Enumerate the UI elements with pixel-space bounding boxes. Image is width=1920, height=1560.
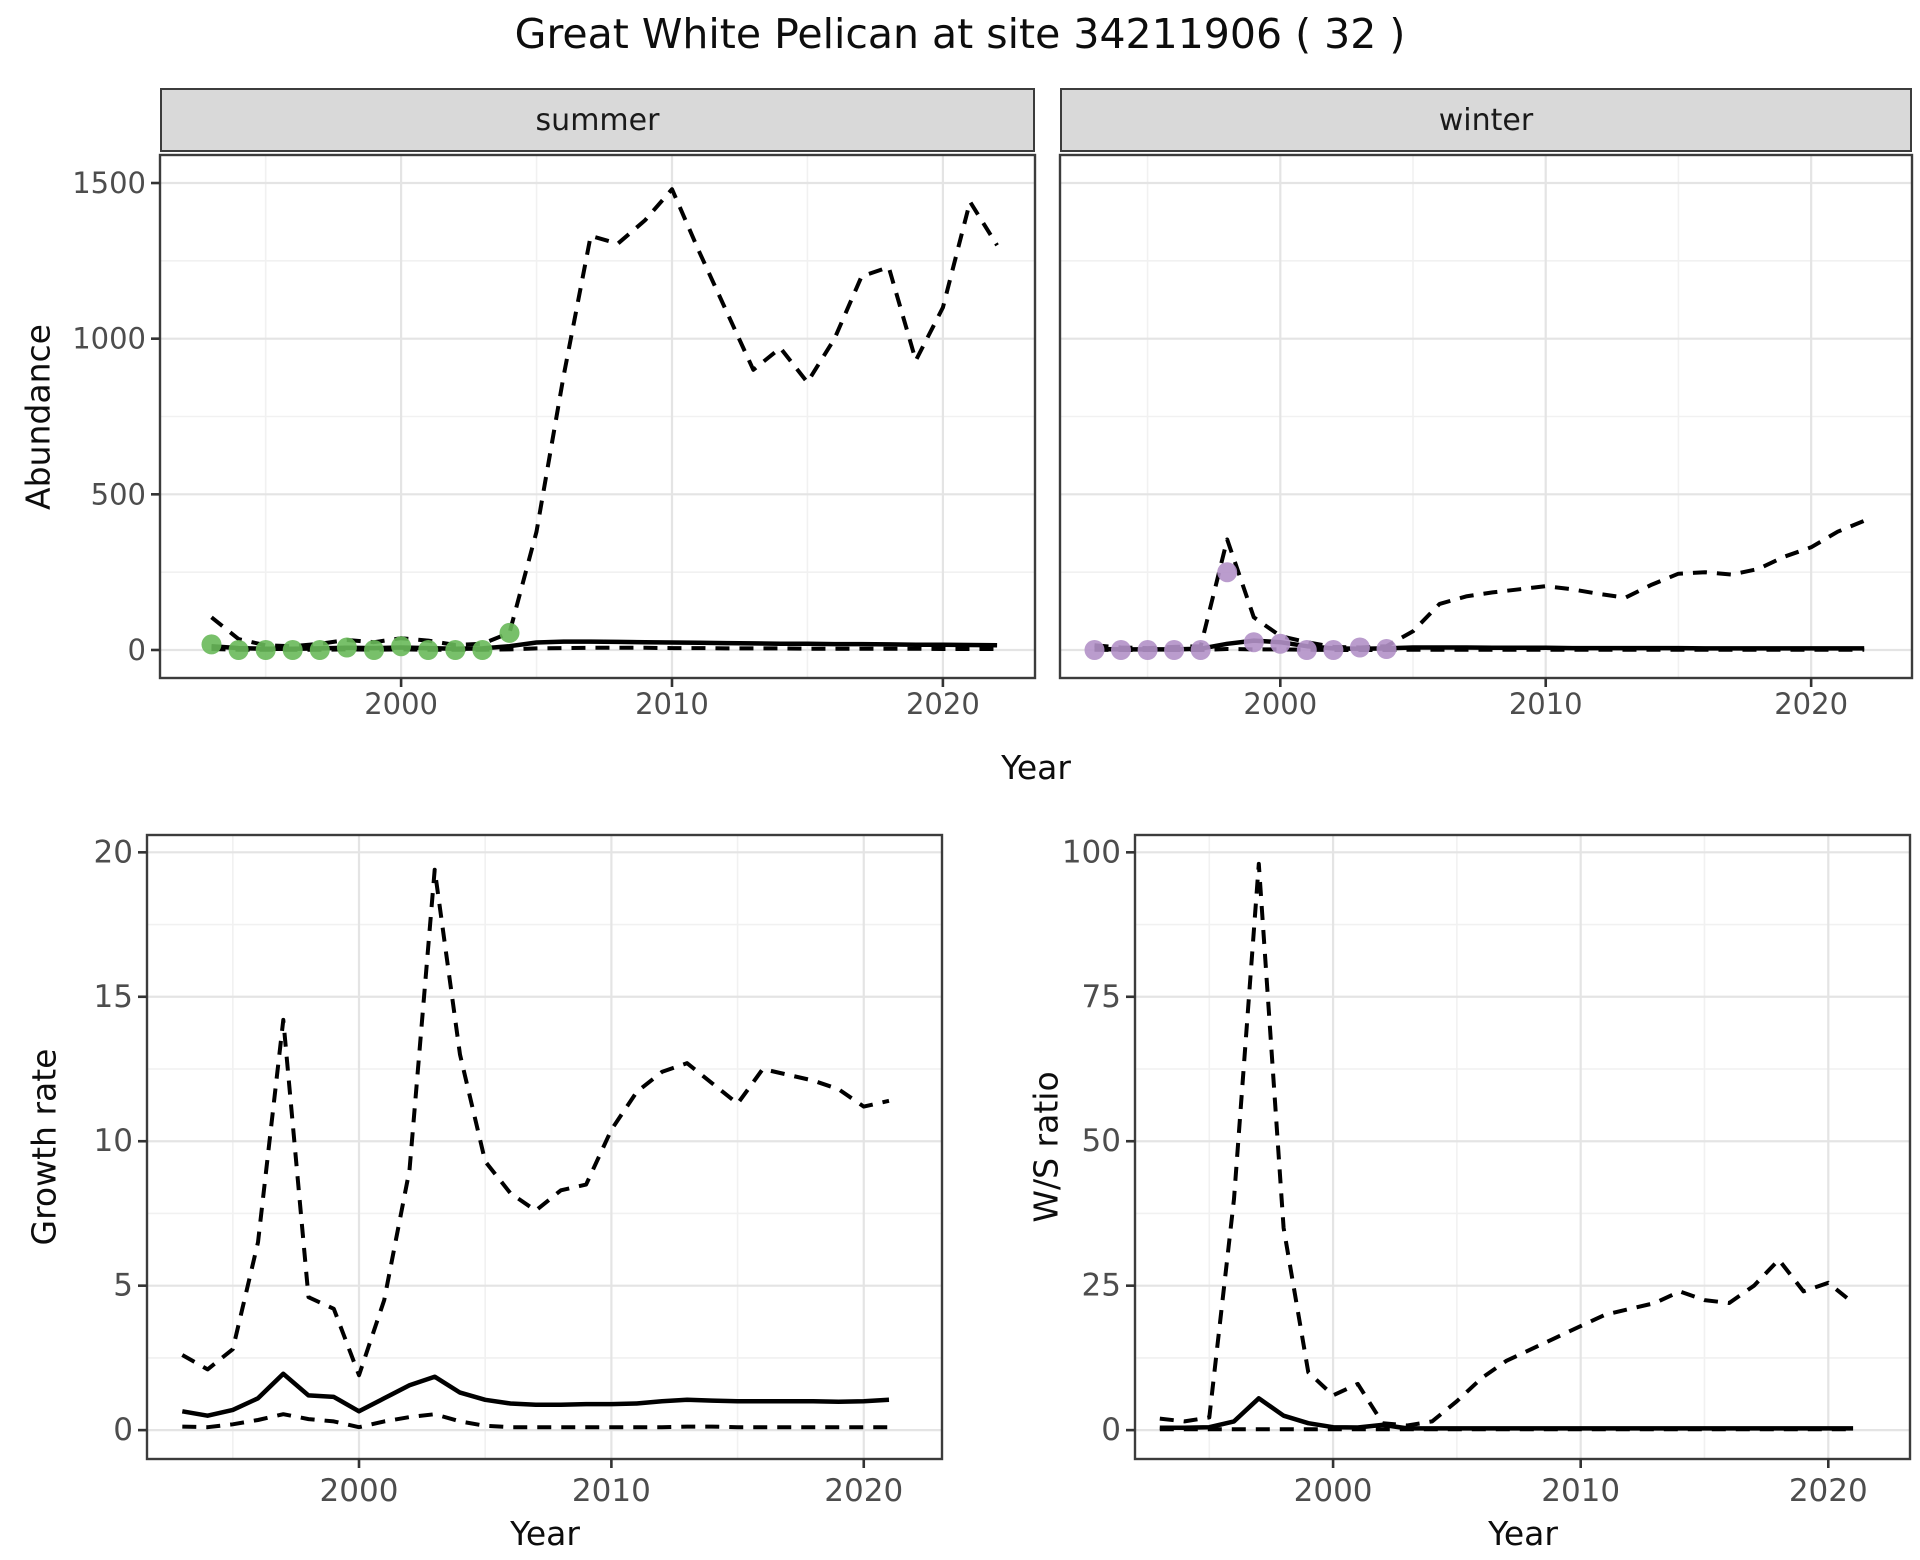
facet-strip-winter: winter	[1060, 88, 1912, 152]
data-point-observed-counts-summer	[418, 640, 439, 660]
y-tick-label: 100	[1062, 834, 1121, 870]
y-tick-label: 15	[94, 979, 133, 1015]
x-tick-label: 2010	[1509, 687, 1583, 721]
chart-title: Great White Pelican at site 34211906 ( 3…	[514, 10, 1406, 58]
x-tick-label: 2010	[1541, 1473, 1620, 1509]
data-point-observed-counts-winter	[1270, 633, 1291, 654]
data-point-observed-counts-summer	[201, 634, 222, 655]
data-point-observed-counts-summer	[391, 636, 412, 657]
y-tick-label: 10	[94, 1123, 133, 1159]
y-tick-label: 20	[94, 834, 133, 870]
panel-abundance-summer: 2000 2010 2020 0 500 1000 1500	[72, 153, 1037, 721]
data-point-observed-counts-summer	[282, 640, 303, 660]
y-axis-title-abundance: Abundance	[18, 324, 58, 510]
data-point-observed-counts-winter	[1111, 640, 1131, 660]
x-tick-label: 2010	[635, 687, 709, 721]
series-upper-ci-dashed	[210, 187, 999, 649]
panel-background	[147, 835, 942, 1459]
y-axis-title-growth-rate: Growth rate	[24, 1048, 64, 1246]
x-tick-label: 2000	[364, 687, 438, 721]
data-point-observed-counts-summer	[336, 637, 357, 658]
series-lower-ci-dashed	[1094, 647, 1865, 652]
series-median-solid	[181, 1371, 890, 1418]
data-point-observed-counts-summer	[255, 640, 276, 660]
y-tick-label: 1500	[72, 166, 146, 200]
series-upper-ci-dashed	[181, 867, 890, 1378]
panel-border	[1058, 153, 1914, 680]
panel-border	[145, 833, 944, 1461]
data-point-observed-counts-winter	[1217, 562, 1238, 583]
data-point-observed-counts-summer	[472, 640, 493, 660]
data-point-observed-counts-winter	[1323, 640, 1344, 660]
x-tick-label: 2020	[1774, 687, 1848, 721]
panel-abundance-winter: 2000 2010 2020	[1058, 153, 1914, 721]
data-point-observed-counts-winter	[1137, 640, 1158, 660]
x-tick-label: 2020	[824, 1473, 903, 1509]
facet-strip-winter-label: winter	[1438, 102, 1534, 138]
series-upper-ci-dashed	[1094, 518, 1865, 651]
x-tick-label: 2000	[1294, 1473, 1373, 1509]
y-tick-label: 5	[113, 1268, 133, 1304]
x-tick-label: 2000	[1243, 687, 1317, 721]
panel-ws-ratio: 2000 2010 2020 0 25 50 75 100	[1062, 833, 1912, 1509]
data-point-observed-counts-summer	[445, 640, 466, 660]
data-point-observed-counts-summer	[364, 640, 384, 660]
y-tick-label: 75	[1082, 979, 1121, 1015]
data-point-observed-counts-summer	[309, 640, 330, 660]
x-axis-title-year-bottom-right: Year	[1488, 1514, 1558, 1553]
panel-border	[1133, 833, 1912, 1461]
data-point-observed-counts-summer	[499, 622, 520, 643]
x-tick-label: 2020	[906, 687, 980, 721]
facet-strip-summer-label: summer	[535, 102, 660, 138]
y-tick-label: 25	[1082, 1268, 1121, 1304]
series-upper-ci-dashed	[1159, 861, 1855, 1428]
data-point-observed-counts-winter	[1243, 632, 1264, 653]
panel-growth-rate: 2000 2010 2020 0 5 10 15 20	[94, 833, 944, 1509]
x-axis-title-year-top: Year	[1001, 748, 1071, 787]
data-point-observed-counts-summer	[228, 640, 249, 660]
x-axis-title-year-bottom-left: Year	[510, 1514, 580, 1553]
facet-strip-summer: summer	[160, 88, 1035, 152]
data-point-observed-counts-winter	[1349, 637, 1370, 658]
y-tick-label: 1000	[72, 322, 146, 356]
series-median-solid	[1094, 638, 1865, 652]
y-tick-label: 0	[128, 633, 146, 667]
data-point-observed-counts-winter	[1376, 639, 1397, 659]
y-tick-label: 0	[1101, 1412, 1121, 1448]
data-point-observed-counts-winter	[1296, 640, 1317, 660]
y-tick-label: 50	[1082, 1123, 1121, 1159]
y-tick-label: 500	[91, 477, 146, 511]
y-axis-title-ws-ratio: W/S ratio	[1026, 1071, 1066, 1223]
panel-background	[1135, 835, 1910, 1459]
x-tick-label: 2010	[572, 1473, 651, 1509]
data-point-observed-counts-winter	[1084, 640, 1105, 660]
data-point-observed-counts-winter	[1190, 640, 1211, 660]
panel-border	[158, 153, 1037, 680]
x-tick-label: 2020	[1789, 1473, 1868, 1509]
x-tick-label: 2000	[320, 1473, 399, 1509]
data-point-observed-counts-winter	[1164, 640, 1185, 660]
y-tick-label: 0	[113, 1412, 133, 1448]
